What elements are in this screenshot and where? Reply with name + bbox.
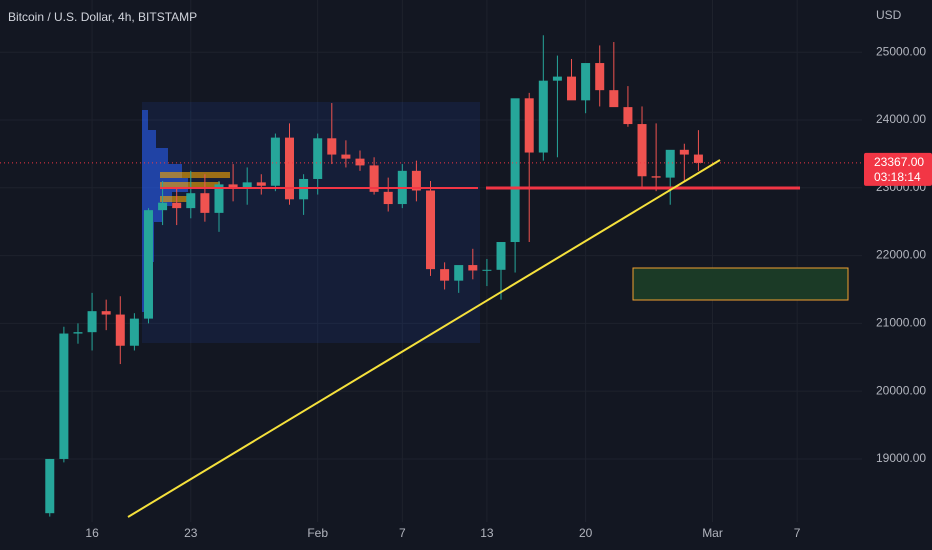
candle-body [482, 269, 492, 271]
candle-body [609, 90, 619, 108]
candle-body [355, 158, 365, 166]
candle-body [411, 170, 421, 191]
candle-body [284, 137, 294, 200]
x-tick-label: 13 [480, 526, 494, 540]
candle-body [496, 242, 506, 270]
candle-body [270, 137, 280, 186]
candle-body [552, 76, 562, 81]
x-tick-label: Feb [307, 526, 328, 540]
candle-body [524, 98, 534, 153]
candle-body [581, 63, 591, 101]
candle-body [129, 318, 139, 346]
profile-bar [142, 110, 148, 130]
plot [0, 35, 862, 517]
volume-profile-range [142, 102, 480, 343]
candle-body [143, 210, 153, 319]
profile-bar [142, 130, 156, 148]
candle-body [73, 332, 83, 334]
candle-body [510, 98, 520, 243]
countdown: 03:18:14 [874, 170, 921, 184]
x-tick-label: 16 [85, 526, 99, 540]
x-tick-label: Mar [702, 526, 723, 540]
x-tick-label: 20 [579, 526, 593, 540]
y-axis-label: USD [876, 8, 902, 22]
candle-body [454, 265, 464, 281]
candle-body [440, 269, 450, 281]
candle-body [228, 184, 238, 188]
candle-body [327, 138, 337, 155]
candle-body [369, 165, 379, 192]
candle-body [679, 149, 689, 155]
candle-body [693, 154, 703, 163]
profile-bar [142, 148, 168, 164]
candle-body [158, 202, 168, 211]
candle-body [383, 191, 393, 205]
candle-body [651, 176, 661, 178]
candle-body [87, 311, 97, 333]
x-tick-label: 23 [184, 526, 198, 540]
candle-body [242, 182, 252, 188]
candle-body [200, 193, 210, 213]
candle-body [186, 193, 196, 209]
candle-body [313, 138, 323, 179]
profile-bar [160, 172, 230, 178]
candle-body [115, 314, 125, 346]
candle-body [45, 458, 55, 514]
candle-body [299, 178, 309, 200]
target-zone [632, 267, 849, 301]
candle-body [665, 149, 675, 178]
candle-body [623, 107, 633, 125]
price-axis [862, 0, 932, 550]
candle-body [538, 80, 548, 153]
candle-body [172, 202, 182, 209]
candle-body [101, 311, 111, 315]
chart-title: Bitcoin / U.S. Dollar, 4h, BITSTAMP [8, 10, 197, 24]
candle-body [214, 184, 224, 213]
candle-body [59, 333, 69, 459]
candle-body [341, 154, 351, 159]
y-tick-label: 22000.00 [876, 248, 926, 262]
candle-body [595, 63, 605, 91]
price-tag [864, 152, 932, 186]
candle-body [426, 190, 436, 270]
candle-body [468, 265, 478, 271]
profile-bar [142, 192, 172, 206]
profile-bar [160, 182, 220, 188]
price-tag-label: 23367.00 [874, 155, 924, 169]
x-tick-label: 7 [794, 526, 801, 540]
y-tick-label: 25000.00 [876, 44, 926, 58]
trend-line [127, 159, 721, 518]
candle-body [637, 124, 647, 177]
axes: 19000.0020000.0021000.0022000.0023000.00… [85, 44, 932, 540]
candle-body [567, 76, 577, 101]
y-tick-label: 20000.00 [876, 383, 926, 397]
y-tick-label: 19000.00 [876, 451, 926, 465]
candle-body [256, 182, 266, 186]
grid [0, 0, 862, 522]
x-tick-label: 7 [399, 526, 406, 540]
y-tick-label: 24000.00 [876, 112, 926, 126]
y-tick-label: 21000.00 [876, 316, 926, 330]
